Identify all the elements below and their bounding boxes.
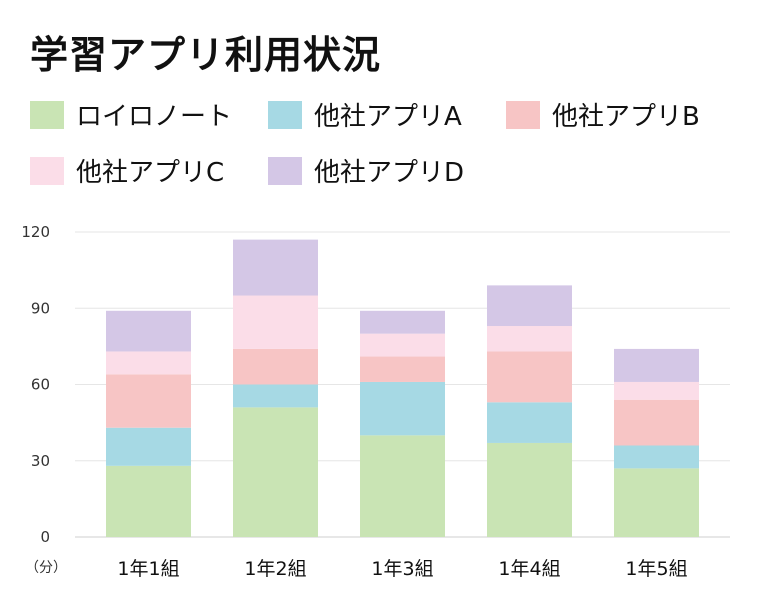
bar-segment — [360, 310, 445, 334]
bar-segment — [614, 399, 699, 446]
bar-segment — [360, 435, 445, 537]
y-tick-label: 30 — [31, 452, 50, 470]
x-tick-label: 1年3組 — [371, 558, 433, 580]
bar-segment — [106, 374, 191, 428]
bar-segment — [233, 407, 318, 537]
bar-segment — [614, 381, 699, 400]
y-tick-label: 120 — [21, 223, 50, 241]
bar-segment — [360, 333, 445, 357]
bar-segment — [487, 442, 572, 537]
bar-segment — [487, 326, 572, 352]
bar-segment — [614, 445, 699, 469]
legend-swatch — [268, 100, 302, 129]
bar-segment — [233, 239, 318, 296]
bar-segment — [233, 348, 318, 385]
bar-segment — [614, 468, 699, 537]
legend-swatch — [506, 100, 540, 129]
legend-item-app-c: 他社アプリC — [30, 152, 224, 189]
bar-segment — [360, 381, 445, 436]
bar-segment — [360, 356, 445, 382]
x-tick-label: 1年5組 — [625, 558, 687, 580]
legend-label: 他社アプリD — [314, 158, 465, 188]
bar-segment — [233, 384, 318, 408]
bar-segment — [487, 285, 572, 327]
legend-swatch — [30, 100, 64, 129]
legend-swatch — [30, 156, 64, 185]
chart-title: 学習アプリ利用状況 — [30, 33, 382, 77]
legend-item-app-b: 他社アプリB — [506, 96, 700, 133]
legend-label: 他社アプリC — [76, 158, 225, 188]
y-unit-label: （分） — [25, 560, 67, 576]
bar-segment — [614, 348, 699, 382]
bar-segment — [233, 295, 318, 349]
y-tick-label: 60 — [31, 376, 50, 394]
x-tick-label: 1年1組 — [117, 558, 179, 580]
y-tick-label: 90 — [31, 299, 50, 317]
bar-segment — [487, 351, 572, 403]
bar-segment — [106, 310, 191, 352]
legend-label: 他社アプリA — [314, 102, 462, 132]
y-tick-label: 0 — [40, 528, 50, 546]
legend-label: ロイロノート — [76, 102, 233, 132]
x-tick-label: 1年4組 — [498, 558, 560, 580]
legend-swatch — [268, 156, 302, 185]
legend-label: 他社アプリB — [552, 102, 700, 132]
legend-item-app-a: 他社アプリA — [268, 96, 462, 133]
bar-segment — [106, 351, 191, 375]
x-tick-label: 1年2組 — [244, 558, 306, 580]
legend-item-app-d: 他社アプリD — [268, 152, 464, 189]
bar-segment — [106, 427, 191, 466]
legend-item-roiro: ロイロノート — [30, 96, 232, 133]
bar-segment — [106, 465, 191, 537]
bar-segment — [487, 402, 572, 443]
